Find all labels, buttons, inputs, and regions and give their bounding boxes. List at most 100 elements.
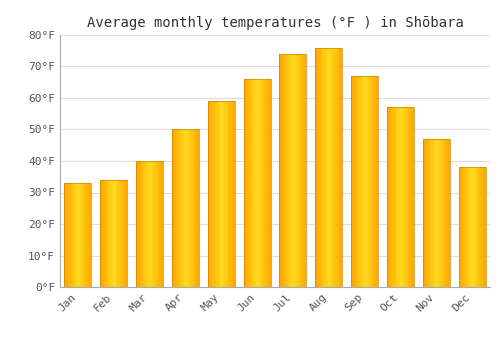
Bar [292, 54, 293, 287]
Bar [371, 76, 372, 287]
Bar [218, 101, 220, 287]
Bar [481, 167, 482, 287]
Bar [215, 101, 216, 287]
Bar [333, 48, 334, 287]
Bar [126, 180, 127, 287]
Bar [296, 54, 298, 287]
Bar [447, 139, 448, 287]
Bar [176, 130, 178, 287]
Bar [448, 139, 449, 287]
Bar [282, 54, 283, 287]
Bar [388, 107, 389, 287]
Bar [84, 183, 85, 287]
Bar [148, 161, 150, 287]
Bar [179, 130, 180, 287]
Bar [368, 76, 369, 287]
Bar [252, 79, 254, 287]
Bar [360, 76, 361, 287]
Bar [337, 48, 338, 287]
Bar [332, 48, 333, 287]
Bar [426, 139, 428, 287]
Bar [116, 180, 117, 287]
Bar [322, 48, 324, 287]
Bar [387, 107, 388, 287]
Bar [106, 180, 108, 287]
Bar [190, 130, 191, 287]
Bar [354, 76, 356, 287]
Bar [225, 101, 226, 287]
Bar [104, 180, 105, 287]
Bar [102, 180, 103, 287]
Bar [319, 48, 320, 287]
Bar [208, 101, 210, 287]
Bar [462, 167, 463, 287]
Bar [100, 180, 101, 287]
Bar [265, 79, 266, 287]
Bar [136, 161, 137, 287]
Bar [180, 130, 181, 287]
Title: Average monthly temperatures (°F ) in Shōbara: Average monthly temperatures (°F ) in Sh… [86, 16, 464, 30]
Bar [404, 107, 405, 287]
Bar [335, 48, 336, 287]
Bar [146, 161, 147, 287]
Bar [138, 161, 139, 287]
Bar [293, 54, 294, 287]
Bar [136, 161, 163, 287]
Bar [221, 101, 222, 287]
Bar [220, 101, 221, 287]
Bar [105, 180, 106, 287]
Bar [64, 183, 66, 287]
Bar [268, 79, 270, 287]
Bar [162, 161, 163, 287]
Bar [353, 76, 354, 287]
Bar [471, 167, 472, 287]
Bar [122, 180, 124, 287]
Bar [101, 180, 102, 287]
Bar [214, 101, 215, 287]
Bar [173, 130, 174, 287]
Bar [465, 167, 466, 287]
Bar [78, 183, 79, 287]
Bar [72, 183, 74, 287]
Bar [444, 139, 445, 287]
Bar [432, 139, 434, 287]
Bar [223, 101, 224, 287]
Bar [67, 183, 68, 287]
Bar [121, 180, 122, 287]
Bar [483, 167, 484, 287]
Bar [324, 48, 325, 287]
Bar [188, 130, 189, 287]
Bar [280, 54, 281, 287]
Bar [87, 183, 88, 287]
Bar [118, 180, 119, 287]
Bar [260, 79, 262, 287]
Bar [299, 54, 300, 287]
Bar [436, 139, 437, 287]
Bar [79, 183, 80, 287]
Bar [247, 79, 248, 287]
Bar [317, 48, 318, 287]
Bar [285, 54, 286, 287]
Bar [192, 130, 194, 287]
Bar [139, 161, 140, 287]
Bar [340, 48, 342, 287]
Bar [189, 130, 190, 287]
Bar [244, 79, 246, 287]
Bar [318, 48, 319, 287]
Bar [137, 161, 138, 287]
Bar [186, 130, 187, 287]
Bar [172, 130, 173, 287]
Bar [111, 180, 112, 287]
Bar [376, 76, 377, 287]
Bar [244, 79, 270, 287]
Bar [90, 183, 92, 287]
Bar [208, 101, 234, 287]
Bar [69, 183, 70, 287]
Bar [154, 161, 155, 287]
Bar [370, 76, 371, 287]
Bar [327, 48, 328, 287]
Bar [338, 48, 340, 287]
Bar [403, 107, 404, 287]
Bar [446, 139, 447, 287]
Bar [438, 139, 439, 287]
